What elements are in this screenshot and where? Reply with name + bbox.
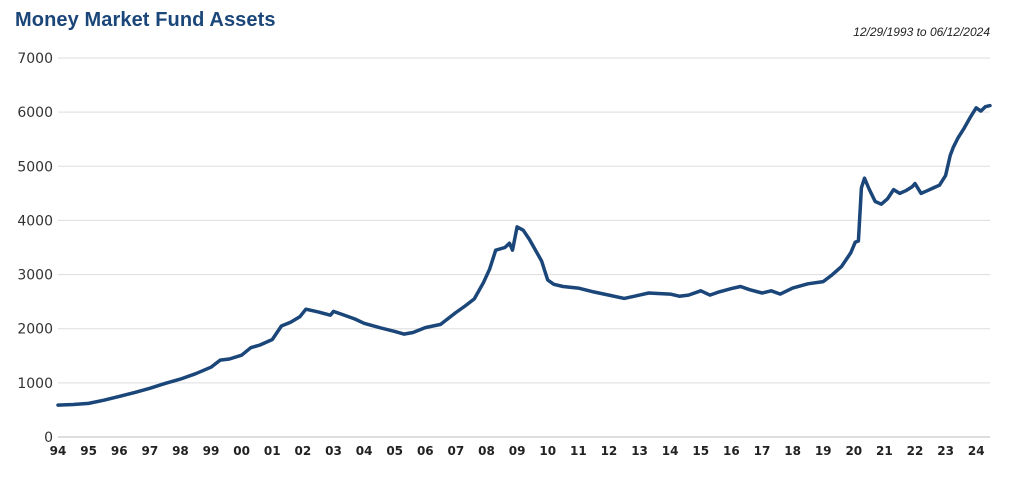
x-tick-label: 08	[478, 444, 495, 458]
chart-date-range: 12/29/1993 to 06/12/2024	[853, 25, 990, 39]
x-tick-label: 07	[448, 444, 465, 458]
y-tick-label: 2000	[17, 322, 53, 338]
y-tick-label: 0	[44, 430, 53, 446]
x-tick-label: 04	[356, 444, 373, 458]
x-tick-label: 22	[907, 444, 924, 458]
x-tick-label: 03	[325, 444, 342, 458]
x-tick-label: 99	[203, 444, 220, 458]
x-tick-label: 96	[111, 444, 128, 458]
x-tick-label: 14	[662, 444, 679, 458]
x-tick-label: 20	[845, 444, 862, 458]
x-tick-label: 06	[417, 444, 434, 458]
y-tick-label: 6000	[17, 105, 53, 121]
x-tick-label: 18	[784, 444, 801, 458]
x-tick-label: 23	[937, 444, 954, 458]
x-tick-label: 16	[723, 444, 740, 458]
y-tick-label: 3000	[17, 268, 53, 284]
y-tick-label: 4000	[17, 213, 53, 229]
x-tick-label: 24	[968, 444, 985, 458]
x-axis-ticks: 94 95 96 97 98 99 00 01 02 03 04 05 06 07 08 09 10 11 12 13…	[50, 444, 985, 458]
x-tick-label: 15	[692, 444, 709, 458]
x-tick-label: 17	[754, 444, 771, 458]
x-tick-label: 95	[80, 444, 97, 458]
y-tick-label: 7000	[17, 51, 53, 67]
x-tick-label: 09	[509, 444, 526, 458]
x-tick-label: 19	[815, 444, 832, 458]
x-tick-label: 02	[295, 444, 312, 458]
x-tick-label: 11	[570, 444, 587, 458]
x-tick-label: 00	[233, 444, 250, 458]
x-tick-label: 94	[50, 444, 67, 458]
gridlines	[58, 57, 990, 384]
series-line	[56, 103, 992, 407]
y-tick-label: 5000	[17, 159, 53, 175]
chart-title: Money Market Fund Assets	[15, 9, 276, 31]
x-tick-label: 10	[539, 444, 556, 458]
x-tick-label: 13	[631, 444, 648, 458]
x-tick-label: 12	[601, 444, 618, 458]
x-tick-label: 98	[172, 444, 189, 458]
y-axis-ticks: 0 1000 2000 3000 4000 5000 6000 7000	[17, 51, 53, 446]
x-tick-label: 21	[876, 444, 893, 458]
x-tick-label: 05	[386, 444, 403, 458]
x-tick-label: 01	[264, 444, 281, 458]
x-tick-label: 97	[141, 444, 158, 458]
y-tick-label: 1000	[17, 376, 53, 392]
